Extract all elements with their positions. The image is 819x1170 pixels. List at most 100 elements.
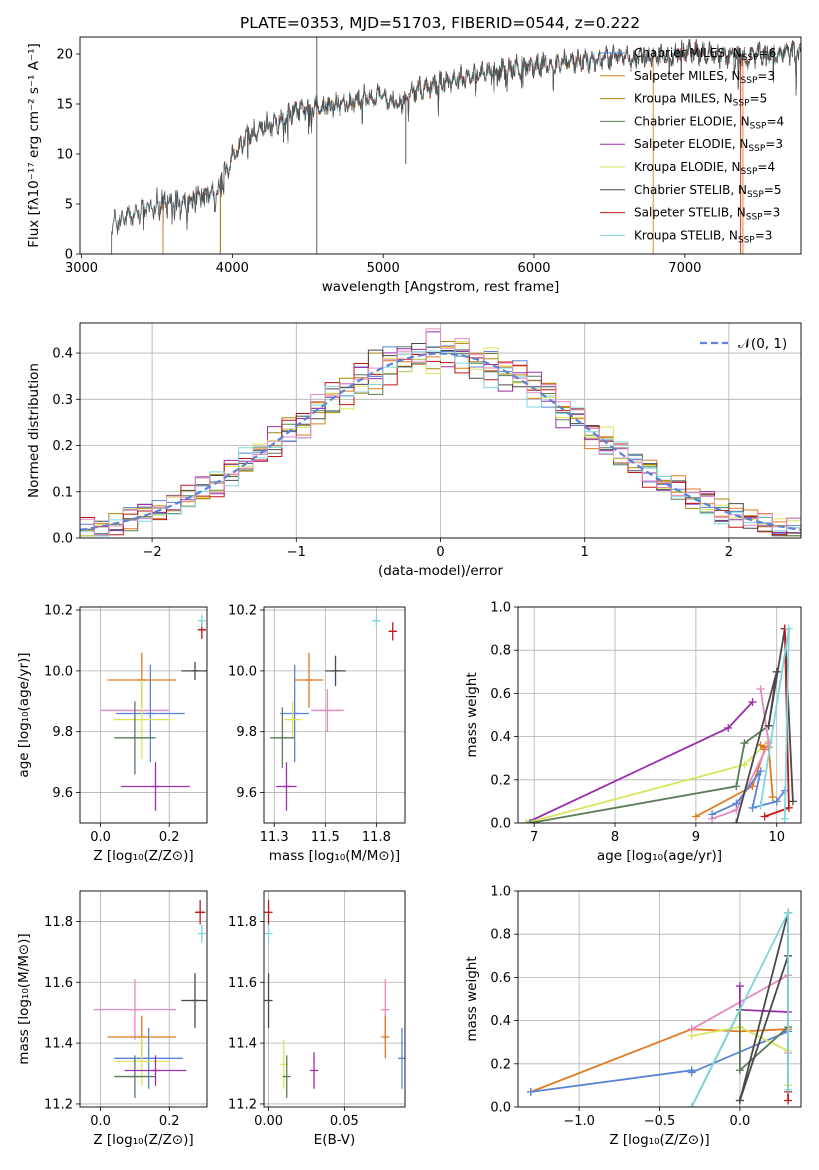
y-tick-label: 0.6 bbox=[490, 971, 511, 986]
y-axis-label: Flux [fλ10⁻¹⁷ erg cm⁻² s⁻¹ A⁻¹] bbox=[26, 43, 42, 248]
legend-entry-krou_elodie: Kroupa ELODIE, NSSP=4 bbox=[634, 160, 775, 177]
y-axis-label: Normed distribution bbox=[26, 363, 42, 498]
spectrum-axes-plot bbox=[111, 37, 801, 254]
y-tick-label: 0.4 bbox=[52, 347, 73, 362]
x-tick-label: 1 bbox=[581, 545, 589, 560]
spectrum-legend: Chabrier MILES, NSSP=6 Salpeter MILES, NS… bbox=[600, 46, 784, 245]
weight-marker-salp_miles bbox=[768, 793, 777, 802]
weight-marker-chab_miles bbox=[732, 799, 741, 808]
legend-entry-krou_stelib: Kroupa STELIB, NSSP=3 bbox=[634, 228, 772, 245]
x-axis-label: mass [log₁₀(M/M⊙)] bbox=[269, 848, 400, 864]
x-tick-label: 11.8 bbox=[362, 830, 391, 845]
x-tick-label: −2 bbox=[143, 545, 162, 560]
y-tick-label: 0.3 bbox=[52, 393, 73, 408]
x-axis-label: Z [log₁₀(Z/Z⊙)] bbox=[609, 1132, 709, 1148]
y-tick-label: 0.2 bbox=[490, 773, 511, 788]
weight-marker-salp_elodie bbox=[748, 698, 757, 707]
legend-entry-salp_stelib: Salpeter STELIB, NSSP=3 bbox=[634, 206, 780, 223]
x-tick-label: 2 bbox=[725, 545, 733, 560]
weight-marker-salp_stelib bbox=[784, 1096, 793, 1105]
x-axis-label: Z [log₁₀(Z/Z⊙)] bbox=[93, 1132, 193, 1148]
y-tick-label: 15 bbox=[56, 98, 73, 113]
figure-title: PLATE=0353, MJD=51703, FIBERID=0544, z=0… bbox=[240, 14, 640, 32]
weight-marker-krou_stelib bbox=[756, 801, 765, 810]
residuals-legend: 𝒩(0, 1) bbox=[700, 336, 787, 352]
weight-line-chab_miles bbox=[711, 770, 786, 816]
age-vs-Z-axes-plot bbox=[100, 614, 207, 811]
weight-marker-chab_elodie bbox=[526, 819, 535, 823]
x-axis-label: wavelength [Angstrom, rest frame] bbox=[322, 279, 560, 295]
gaussian-curve bbox=[80, 352, 801, 531]
legend-entry-salp_elodie: Salpeter ELODIE, NSSP=3 bbox=[634, 137, 783, 154]
y-tick-label: 11.8 bbox=[228, 915, 257, 930]
y-tick-label: 10.0 bbox=[44, 664, 73, 679]
age-vs-Z-axes-grid bbox=[80, 607, 207, 823]
y-tick-label: 0.4 bbox=[490, 730, 511, 745]
y-tick-label: 11.6 bbox=[44, 976, 73, 991]
mass-vs-Z-axes: 0.0 0.2 11.2 11.4 11.6 11.8 Z [log₁₀(Z/Z⊙)] mas… bbox=[16, 890, 208, 1148]
spectrum-line-chab_stelib bbox=[111, 38, 801, 254]
y-axis-label: age [log₁₀(age/yr)] bbox=[16, 652, 32, 777]
y-tick-label: 0.1 bbox=[52, 485, 73, 500]
mass-vs-Z-axes-grid bbox=[80, 891, 207, 1107]
weight-marker-chab_miles bbox=[756, 767, 765, 776]
weight-marker-krou_elodie bbox=[522, 819, 531, 823]
x-tick-label: −1.0 bbox=[563, 1114, 595, 1129]
weight-marker-salp_stelib bbox=[760, 812, 769, 821]
weight-marker-salp_elodie bbox=[735, 982, 744, 991]
y-tick-label: 9.6 bbox=[52, 786, 73, 801]
age-vs-mass-axes-plot bbox=[270, 614, 397, 811]
legend-gaussian-label: 𝒩(0, 1) bbox=[738, 336, 787, 352]
weight-marker-chab_stelib bbox=[788, 797, 797, 806]
y-tick-label: 0.0 bbox=[52, 532, 73, 547]
y-tick-label: 0.0 bbox=[490, 817, 511, 832]
y-tick-label: 9.8 bbox=[236, 725, 257, 740]
massweight-vs-Z-axes-plot bbox=[526, 908, 793, 1107]
x-tick-label: 0.00 bbox=[254, 1114, 283, 1129]
weight-marker-chab_miles bbox=[772, 797, 781, 806]
axes-frame bbox=[517, 606, 802, 824]
x-tick-label: 11.5 bbox=[311, 830, 340, 845]
x-axis-label: age [log₁₀(age/yr)] bbox=[597, 848, 722, 864]
weight-marker-chab_elodie bbox=[735, 1066, 744, 1075]
x-tick-label: 11.3 bbox=[260, 830, 289, 845]
weight-marker-krou_stelib bbox=[784, 1085, 793, 1094]
y-axis-label: mass weight bbox=[464, 672, 480, 757]
y-tick-label: 0 bbox=[65, 248, 73, 263]
x-tick-label: −1 bbox=[287, 545, 306, 560]
age-vs-Z-axes: 0.0 0.2 9.6 9.8 10.0 10.2 Z [log₁₀(Z/Z⊙)] age [… bbox=[16, 604, 208, 864]
x-tick-label: 10 bbox=[768, 830, 785, 845]
weight-marker-chab_miles bbox=[708, 810, 717, 819]
y-tick-label: 0.2 bbox=[490, 1057, 511, 1072]
axes-frame bbox=[79, 36, 802, 255]
y-axis-label: mass [log₁₀(M/M⊙)] bbox=[16, 933, 32, 1064]
x-tick-label: 8 bbox=[611, 830, 619, 845]
massweight-vs-age-axes-grid bbox=[518, 606, 801, 824]
weight-marker-krou_stelib bbox=[784, 624, 793, 633]
y-tick-label: 0.2 bbox=[52, 439, 73, 454]
y-tick-label: 11.6 bbox=[228, 976, 257, 991]
x-tick-label: 0.0 bbox=[90, 830, 111, 845]
y-tick-label: 11.2 bbox=[44, 1097, 73, 1112]
mass-vs-EBV-axes-plot bbox=[264, 900, 405, 1098]
axes-frame bbox=[79, 606, 208, 824]
massweight-vs-age-axes: 7 8 9 10 0.0 0.2 0.4 0.6 0.8 1.0 age [log₁₀(age/yr… bbox=[464, 601, 802, 864]
y-tick-label: 10.2 bbox=[44, 604, 73, 619]
weight-marker-chab_miles bbox=[748, 803, 757, 812]
weight-marker-krou_stelib bbox=[687, 1103, 696, 1107]
weight-marker-chab_elodie bbox=[740, 739, 749, 748]
legend-entry-chab_stelib: Chabrier STELIB, NSSP=5 bbox=[634, 183, 782, 200]
residuals-axes-plot bbox=[80, 328, 801, 537]
x-tick-label: −0.5 bbox=[644, 1114, 676, 1129]
age-vs-mass-axes: 11.3 11.5 11.8 9.6 9.8 10.0 10.2 mass [log₁₀(M/… bbox=[228, 604, 406, 864]
x-tick-label: 0.2 bbox=[159, 1114, 180, 1129]
weight-marker-chab_stelib bbox=[772, 667, 781, 676]
y-tick-label: 20 bbox=[56, 48, 73, 63]
y-axis-label: mass weight bbox=[464, 956, 480, 1041]
axes-frame bbox=[517, 890, 802, 1108]
x-tick-label: 0.0 bbox=[90, 1114, 111, 1129]
x-axis-label: (data-model)/error bbox=[378, 563, 504, 579]
weight-marker-chab_stelib bbox=[735, 1096, 744, 1105]
y-tick-label: 0.8 bbox=[490, 644, 511, 659]
y-tick-label: 11.2 bbox=[228, 1097, 257, 1112]
